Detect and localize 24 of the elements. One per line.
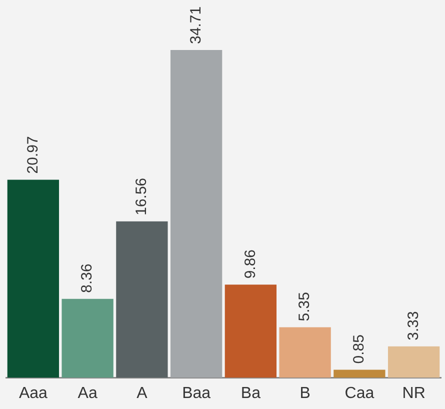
x-tick-label: Baa	[182, 384, 211, 402]
data-label: 9.86	[242, 249, 259, 279]
bar	[62, 298, 114, 378]
bar	[170, 50, 222, 378]
data-label: 16.56	[133, 178, 150, 216]
x-tick-label: Aa	[78, 384, 98, 402]
bar	[7, 180, 60, 378]
x-tick-label: Aaa	[18, 384, 48, 402]
bar	[334, 370, 386, 378]
bar	[388, 346, 440, 378]
data-label: 20.97	[24, 136, 42, 174]
bar	[224, 284, 277, 378]
data-label: 34.71	[187, 6, 204, 44]
x-tick-label: Caa	[344, 384, 374, 402]
data-label: 8.36	[78, 264, 96, 293]
bar	[279, 327, 331, 378]
x-tick-label: Ba	[240, 384, 261, 402]
x-tick-label: B	[300, 384, 310, 402]
data-label: 3.33	[404, 311, 422, 340]
data-label: 5.35	[296, 292, 314, 322]
data-label: 0.85	[350, 334, 368, 364]
x-tick-label: A	[136, 384, 148, 402]
x-tick-label: NR	[402, 384, 426, 402]
bar	[116, 221, 168, 378]
